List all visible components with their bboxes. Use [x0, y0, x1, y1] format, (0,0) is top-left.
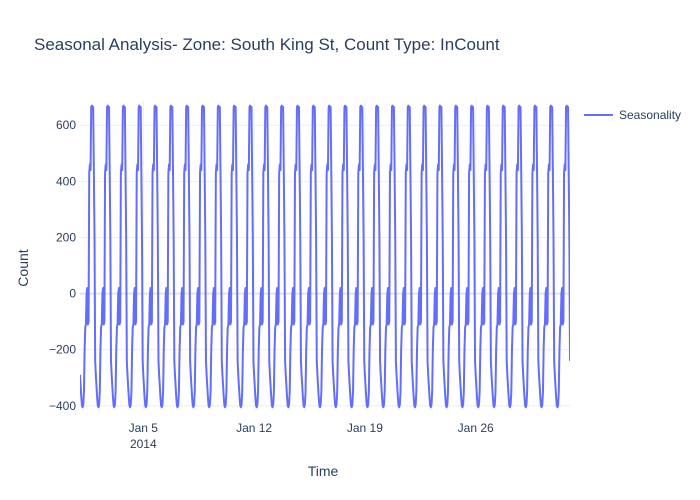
x-tick-label: Jan 12: [236, 421, 272, 435]
axis-ticks: −400 −200 0 200 400 600 Jan 5 2014 Jan 12 Jan 19 J…: [49, 118, 494, 451]
plot-area: [80, 104, 570, 409]
y-tick-label: 0: [69, 287, 76, 301]
legend-label-seasonality: Seasonality: [619, 108, 681, 122]
seasonality-line[interactable]: [80, 104, 570, 409]
x-tick-label: Jan 5: [129, 421, 159, 435]
x-tick-sublabel: 2014: [130, 437, 157, 451]
y-axis-title: Count: [15, 249, 31, 286]
legend[interactable]: Seasonality: [584, 108, 681, 122]
x-tick-label: Jan 19: [347, 421, 383, 435]
x-axis-title: Time: [308, 463, 339, 479]
y-tick-label: 600: [56, 118, 76, 132]
y-tick-label: −200: [49, 343, 76, 357]
chart-title: Seasonal Analysis- Zone: South King St, …: [34, 35, 500, 54]
x-tick-label: Jan 26: [458, 421, 494, 435]
y-tick-label: 200: [56, 230, 76, 244]
y-tick-label: 400: [56, 174, 76, 188]
y-tick-label: −400: [49, 399, 76, 413]
